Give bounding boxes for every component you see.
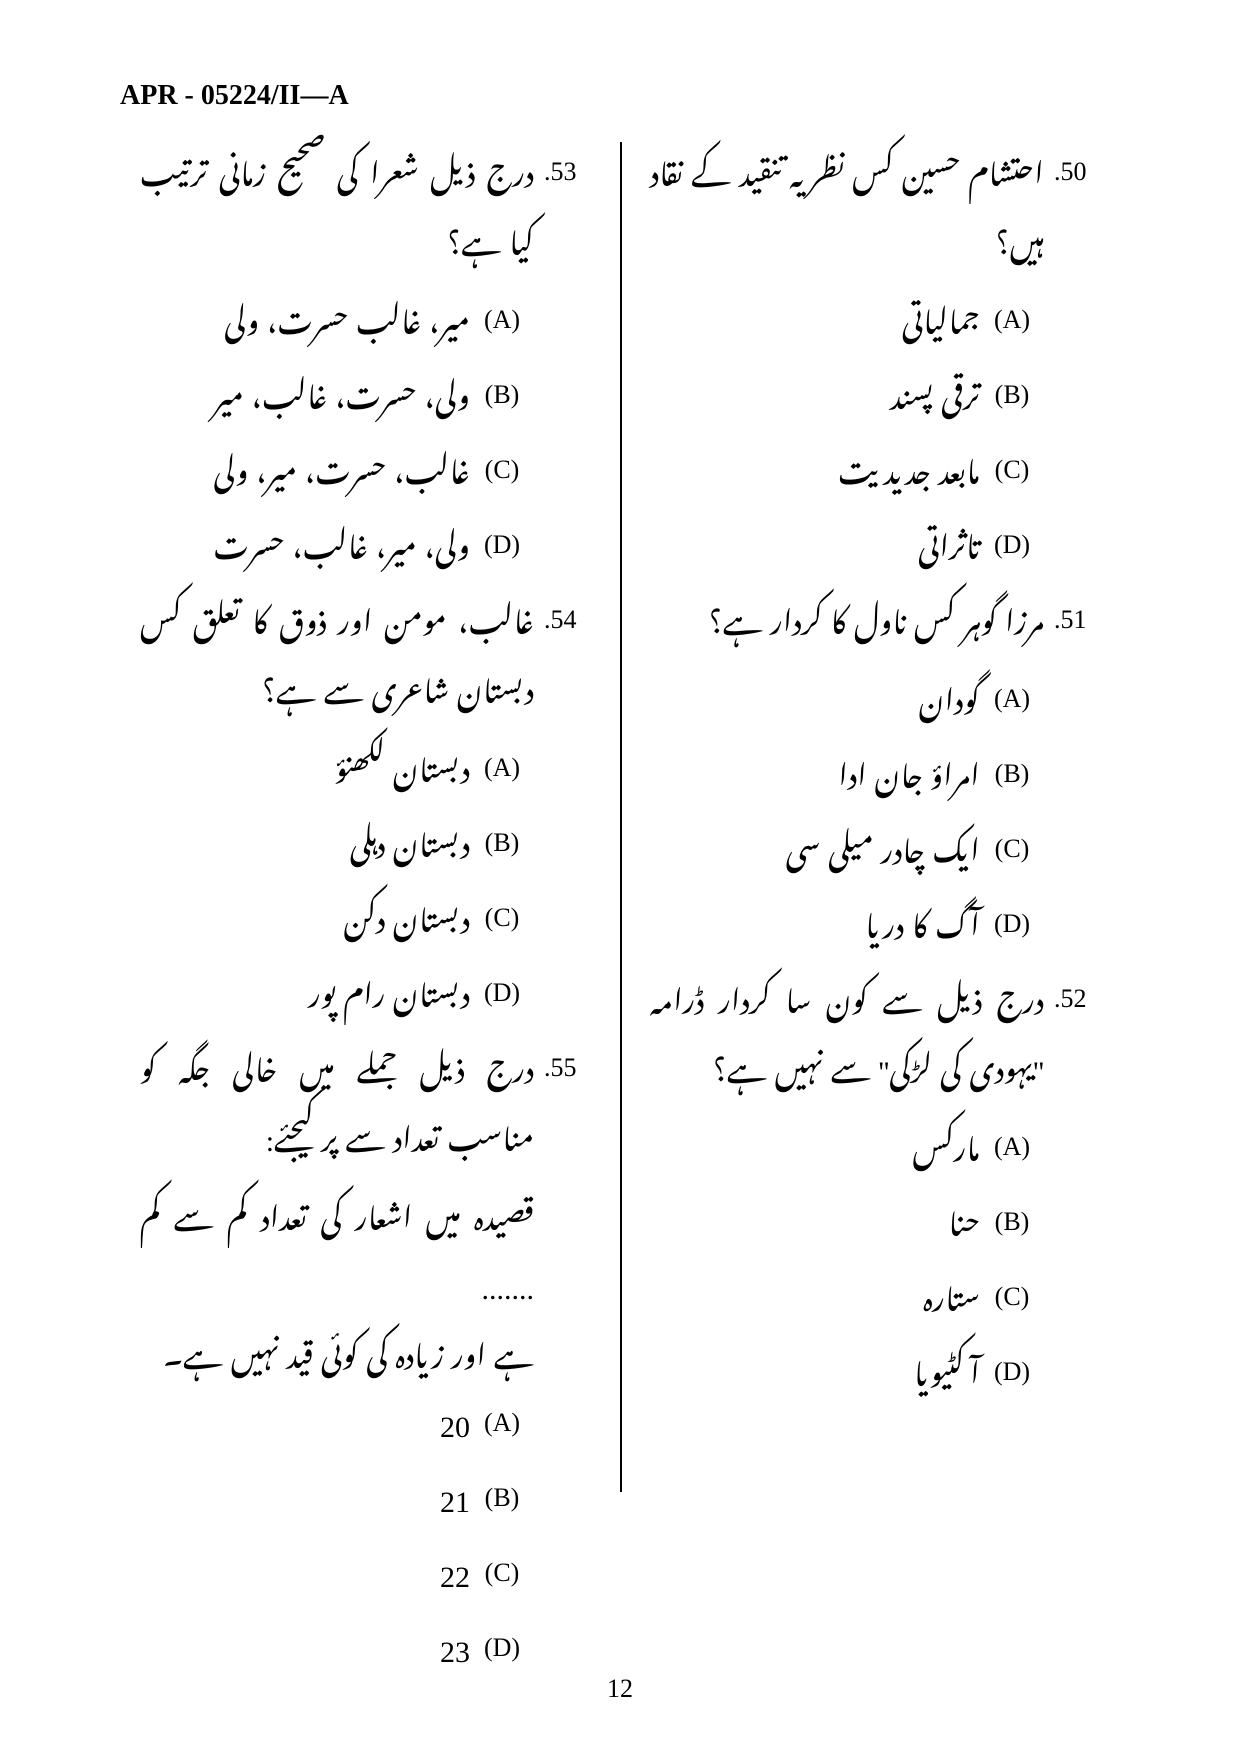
opt-label: (A) [470,290,534,359]
opt-label: (C) [980,1267,1044,1336]
opt-text: دبستان دہلی [140,813,470,882]
q51-num: .51 [1044,590,1100,659]
q50-opt-b: (B)ترقی پسند [650,365,1100,434]
opt-text: دبستان لکھنؤ [140,738,470,807]
q51-opt-a: (A)گودان [650,669,1100,738]
opt-text: میر، غالب حسرت، ولی [140,290,470,359]
opt-text: 23 [140,1618,470,1687]
opt-label: (D) [470,963,534,1032]
opt-label: (D) [980,1342,1044,1411]
q52: .52 درج ذیل سے کون سا کردار ڈرامہ ''یہود… [650,969,1100,1107]
q51-opt-b: (B)امراؤ جان ادا [650,744,1100,813]
q51-text: مرزا گوہر کس ناول کا کردار ہے؟ [650,590,1044,659]
opt-text: آکٹیویا [650,1342,980,1411]
q53: .53 درج ذیل شعرا کی صحیح زمانی ترتیب کیا… [140,142,590,280]
q55-opt-c: (C)22 [140,1543,590,1612]
q53-num: .53 [534,142,590,280]
opt-text: تاثراتی [650,515,980,584]
opt-label: (B) [470,1468,534,1537]
header-code: APR - 05224/II—A [120,80,1120,112]
page-number: 12 [607,1674,633,1704]
q55-line3: ہے اور زیادہ کی کوئی قید نہیں ہے۔ [140,1324,590,1393]
opt-text: جمالیاتی [650,290,980,359]
right-column: .50 احتشام حسین کس نظریہ تنقید کے نقاد ہ… [620,142,1120,1492]
q50-opt-d: (D)تاثراتی [650,515,1100,584]
opt-text: دبستان دکن [140,888,470,957]
opt-label: (C) [980,819,1044,888]
q54-opt-a: (A)دبستان لکھنؤ [140,738,590,807]
q55-opt-d: (D)23 [140,1618,590,1687]
opt-text: 21 [140,1468,470,1537]
q54: .54 غالب، مومن اور ذوق کا تعلق کس دبستان… [140,590,590,728]
q51: .51 مرزا گوہر کس ناول کا کردار ہے؟ [650,590,1100,659]
opt-label: (D) [980,894,1044,963]
q55-num: .55 [534,1038,590,1176]
opt-label: (B) [470,813,534,882]
opt-text: حنا [650,1192,980,1261]
left-column: .53 درج ذیل شعرا کی صحیح زمانی ترتیب کیا… [120,142,620,1492]
page: APR - 05224/II—A .53 درج ذیل شعرا کی صحی… [0,0,1240,1754]
q54-num: .54 [534,590,590,728]
q55: .55 درج ذیل جملے میں خالی جگہ کو مناسب ت… [140,1038,590,1176]
opt-label: (A) [980,1117,1044,1186]
opt-label: (C) [470,440,534,509]
opt-label: (D) [470,515,534,584]
opt-text: گودان [650,669,980,738]
opt-text: مارکس [650,1117,980,1186]
q53-opt-b: (B)ولی، حسرت، غالب، میر [140,365,590,434]
opt-label: (C) [470,888,534,957]
opt-label: (A) [470,738,534,807]
q55-opt-b: (B)21 [140,1468,590,1537]
q50-text: احتشام حسین کس نظریہ تنقید کے نقاد ہیں؟ [650,142,1044,280]
q52-num: .52 [1044,969,1100,1107]
opt-text: امراؤ جان ادا [650,744,980,813]
opt-label: (B) [980,744,1044,813]
q53-opt-a: (A)میر، غالب حسرت، ولی [140,290,590,359]
opt-label: (A) [980,290,1044,359]
opt-text: مابعد جدیدیت [650,440,980,509]
column-divider [620,142,622,1492]
opt-text: ایک چادر میلی سی [650,819,980,888]
opt-label: (C) [470,1543,534,1612]
q54-opt-d: (D)دبستان رام پور [140,963,590,1032]
opt-text: ولی، میر، غالب، حسرت [140,515,470,584]
q54-opt-b: (B)دبستان دہلی [140,813,590,882]
opt-label: (D) [980,515,1044,584]
q50-opt-c: (C)مابعد جدیدیت [650,440,1100,509]
q52-opt-a: (A)مارکس [650,1117,1100,1186]
opt-text: غالب، حسرت، میر، ولی [140,440,470,509]
opt-text: ستارہ [650,1267,980,1336]
opt-text: 22 [140,1543,470,1612]
q51-opt-d: (D)آگ کا دریا [650,894,1100,963]
q52-text: درج ذیل سے کون سا کردار ڈرامہ ''یہودی کی… [650,969,1044,1107]
opt-text: آگ کا دریا [650,894,980,963]
q50-opt-a: (A)جمالیاتی [650,290,1100,359]
opt-text: ولی، حسرت، غالب، میر [140,365,470,434]
columns-wrap: .53 درج ذیل شعرا کی صحیح زمانی ترتیب کیا… [120,142,1120,1492]
q52-opt-c: (C)ستارہ [650,1267,1100,1336]
opt-label: (A) [980,669,1044,738]
opt-text: 20 [140,1393,470,1462]
opt-label: (D) [470,1618,534,1687]
q54-opt-c: (C)دبستان دکن [140,888,590,957]
q51-opt-c: (C)ایک چادر میلی سی [650,819,1100,888]
q50: .50 احتشام حسین کس نظریہ تنقید کے نقاد ہ… [650,142,1100,280]
opt-text: دبستان رام پور [140,963,470,1032]
opt-label: (B) [470,365,534,434]
q55-line2: قصیدہ میں اشعار کی تعداد کم سے کم ......… [140,1186,590,1324]
q50-num: .50 [1044,142,1100,280]
q52-opt-b: (B)حنا [650,1192,1100,1261]
q55-opt-a: (A)20 [140,1393,590,1462]
opt-text: ترقی پسند [650,365,980,434]
opt-label: (A) [470,1393,534,1462]
q55-text: درج ذیل جملے میں خالی جگہ کو مناسب تعداد… [140,1038,534,1176]
q52-opt-d: (D)آکٹیویا [650,1342,1100,1411]
q53-opt-d: (D)ولی، میر، غالب، حسرت [140,515,590,584]
opt-label: (B) [980,365,1044,434]
opt-label: (C) [980,440,1044,509]
opt-label: (B) [980,1192,1044,1261]
q54-text: غالب، مومن اور ذوق کا تعلق کس دبستان شاع… [140,590,534,728]
q53-text: درج ذیل شعرا کی صحیح زمانی ترتیب کیا ہے؟ [140,142,534,280]
q53-opt-c: (C)غالب، حسرت، میر، ولی [140,440,590,509]
